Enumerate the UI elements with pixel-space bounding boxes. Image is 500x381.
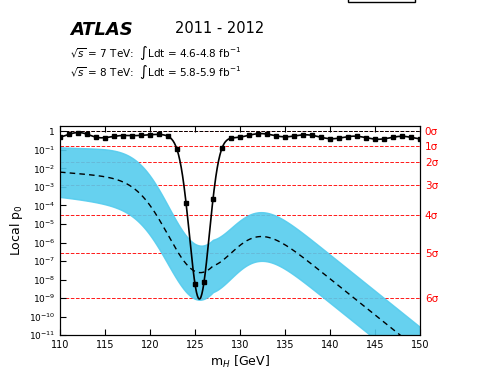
Y-axis label: Local p$_0$: Local p$_0$ bbox=[8, 205, 24, 256]
X-axis label: m$_H$ [GeV]: m$_H$ [GeV] bbox=[210, 354, 270, 370]
Legend: Obs., Exp., ±1σ: Obs., Exp., ±1σ bbox=[348, 0, 415, 2]
Text: 2011 - 2012: 2011 - 2012 bbox=[175, 21, 264, 36]
Text: ATLAS: ATLAS bbox=[70, 21, 133, 39]
Text: $\sqrt{s}$ = 7 TeV:  $\int$Ldt = 4.6-4.8 fb$^{-1}$: $\sqrt{s}$ = 7 TeV: $\int$Ldt = 4.6-4.8 … bbox=[70, 44, 242, 62]
Text: $\sqrt{s}$ = 8 TeV:  $\int$Ldt = 5.8-5.9 fb$^{-1}$: $\sqrt{s}$ = 8 TeV: $\int$Ldt = 5.8-5.9 … bbox=[70, 63, 242, 81]
